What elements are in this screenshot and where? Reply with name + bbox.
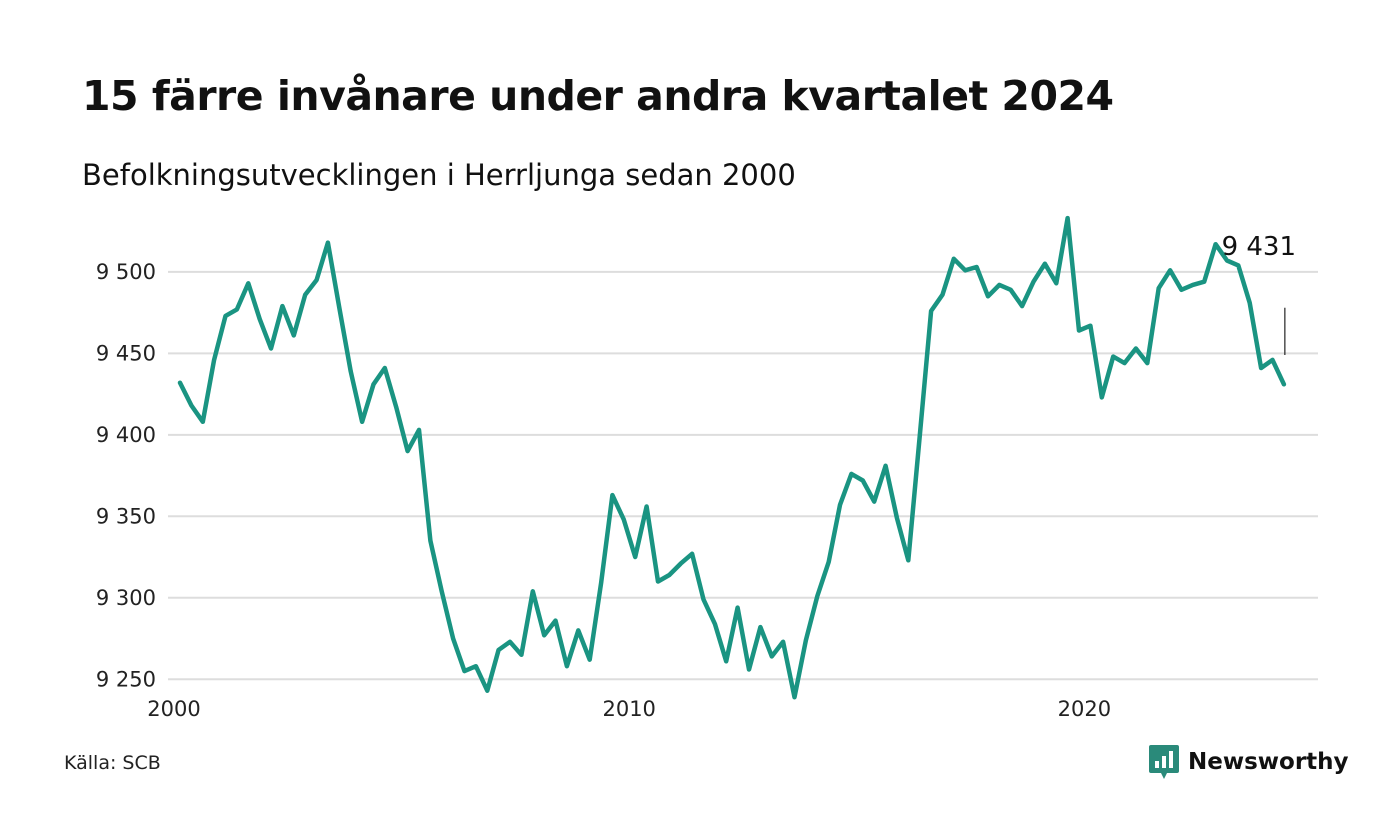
y-tick-label: 9 300 — [96, 586, 156, 610]
y-tick-label: 9 350 — [96, 504, 156, 528]
series-layer — [177, 215, 1287, 700]
brand-logo: Newsworthy — [1148, 744, 1349, 780]
annotation-layer: 9 431 — [1222, 232, 1296, 355]
source-note: Källa: SCB — [64, 752, 161, 774]
chart-subtitle: Befolkningsutvecklingen i Herrljunga sed… — [82, 158, 796, 192]
end-value-label: 9 431 — [1222, 232, 1296, 262]
y-tick-label: 9 250 — [96, 667, 156, 691]
brand-name: Newsworthy — [1188, 749, 1349, 775]
grid-lines — [168, 270, 1318, 681]
x-tick-label: 2000 — [147, 697, 200, 721]
y-axis-ticks: 9 250 9 300 9 350 9 400 9 450 9 500 — [96, 260, 156, 691]
y-tick-label: 9 400 — [96, 423, 156, 447]
y-tick-label: 9 450 — [96, 341, 156, 365]
newsworthy-icon — [1149, 745, 1179, 779]
y-tick-label: 9 500 — [96, 260, 156, 284]
series-line — [177, 215, 1287, 700]
x-axis-ticks: 2000 2010 2020 — [147, 697, 1111, 721]
chart-title: 15 färre invånare under andra kvartalet … — [82, 72, 1114, 120]
x-tick-label: 2010 — [602, 697, 655, 721]
x-tick-label: 2020 — [1058, 697, 1111, 721]
